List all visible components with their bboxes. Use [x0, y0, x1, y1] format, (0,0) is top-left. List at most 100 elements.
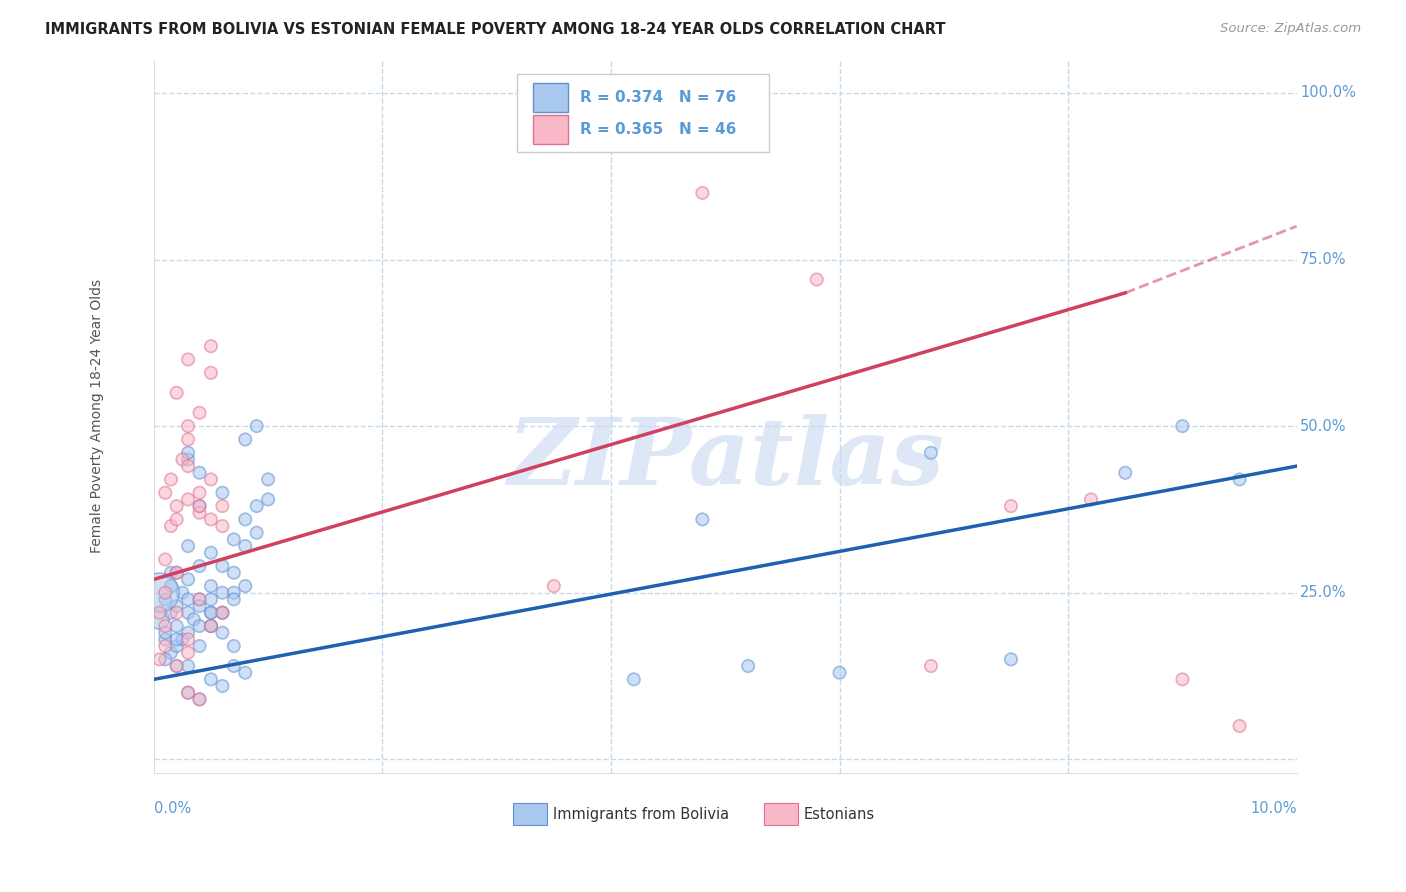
- Point: [200, 366, 222, 380]
- Point: [1171, 673, 1194, 687]
- Point: [155, 652, 177, 666]
- Point: [160, 646, 183, 660]
- Point: [200, 579, 222, 593]
- Point: [188, 692, 211, 706]
- Point: [188, 485, 211, 500]
- Point: [1114, 466, 1136, 480]
- Point: [166, 599, 188, 613]
- Point: [1000, 652, 1022, 666]
- Point: [200, 619, 222, 633]
- Point: [177, 632, 200, 647]
- Point: [222, 585, 245, 599]
- Text: Source: ZipAtlas.com: Source: ZipAtlas.com: [1220, 22, 1361, 36]
- Point: [177, 646, 200, 660]
- Point: [172, 585, 194, 599]
- Point: [148, 606, 170, 620]
- Point: [233, 539, 256, 553]
- Point: [155, 585, 177, 599]
- Point: [222, 639, 245, 653]
- Point: [155, 632, 177, 647]
- Point: [692, 186, 714, 200]
- Text: Immigrants from Bolivia: Immigrants from Bolivia: [553, 806, 728, 822]
- Text: R = 0.374   N = 76: R = 0.374 N = 76: [581, 90, 737, 105]
- Point: [188, 499, 211, 513]
- Point: [200, 606, 222, 620]
- FancyBboxPatch shape: [513, 803, 547, 825]
- Point: [177, 686, 200, 700]
- Point: [1000, 499, 1022, 513]
- Point: [155, 592, 177, 607]
- Point: [160, 579, 183, 593]
- Point: [166, 566, 188, 580]
- Point: [246, 499, 269, 513]
- Point: [1229, 472, 1251, 486]
- Point: [155, 625, 177, 640]
- Point: [177, 625, 200, 640]
- Point: [200, 512, 222, 526]
- FancyBboxPatch shape: [533, 115, 568, 144]
- Text: 75.0%: 75.0%: [1301, 252, 1347, 267]
- Point: [200, 619, 222, 633]
- Point: [166, 499, 188, 513]
- Point: [166, 619, 188, 633]
- Point: [188, 592, 211, 607]
- Point: [233, 512, 256, 526]
- Text: Female Poverty Among 18-24 Year Olds: Female Poverty Among 18-24 Year Olds: [90, 279, 104, 553]
- Point: [211, 519, 233, 533]
- Point: [177, 573, 200, 587]
- Point: [257, 492, 280, 507]
- Point: [183, 612, 205, 626]
- Point: [200, 606, 222, 620]
- Point: [177, 492, 200, 507]
- Point: [200, 673, 222, 687]
- Text: ZIPatlas: ZIPatlas: [506, 414, 943, 504]
- Point: [166, 659, 188, 673]
- Point: [222, 566, 245, 580]
- Point: [177, 606, 200, 620]
- FancyBboxPatch shape: [517, 74, 769, 153]
- Point: [177, 419, 200, 434]
- Point: [188, 599, 211, 613]
- Point: [188, 406, 211, 420]
- Point: [166, 566, 188, 580]
- Point: [177, 592, 200, 607]
- Point: [246, 419, 269, 434]
- Point: [200, 619, 222, 633]
- Point: [233, 579, 256, 593]
- Point: [1080, 492, 1102, 507]
- Point: [211, 559, 233, 574]
- Point: [211, 499, 233, 513]
- Point: [200, 546, 222, 560]
- Point: [623, 673, 645, 687]
- Point: [211, 485, 233, 500]
- Point: [177, 446, 200, 460]
- Text: 10.0%: 10.0%: [1250, 801, 1296, 816]
- Point: [188, 619, 211, 633]
- Point: [188, 506, 211, 520]
- Point: [188, 692, 211, 706]
- Point: [166, 385, 188, 400]
- Point: [177, 452, 200, 467]
- Point: [166, 512, 188, 526]
- Point: [200, 592, 222, 607]
- FancyBboxPatch shape: [533, 83, 568, 112]
- Point: [211, 606, 233, 620]
- Text: Estonians: Estonians: [804, 806, 876, 822]
- Point: [155, 552, 177, 566]
- Point: [177, 659, 200, 673]
- Point: [222, 592, 245, 607]
- Point: [222, 533, 245, 547]
- Point: [148, 612, 170, 626]
- Point: [1171, 419, 1194, 434]
- Text: 100.0%: 100.0%: [1301, 86, 1355, 101]
- Text: R = 0.365   N = 46: R = 0.365 N = 46: [581, 122, 737, 137]
- Point: [1229, 719, 1251, 733]
- Point: [222, 659, 245, 673]
- Point: [233, 433, 256, 447]
- Point: [211, 585, 233, 599]
- Point: [188, 592, 211, 607]
- Text: 25.0%: 25.0%: [1301, 585, 1347, 600]
- Point: [166, 659, 188, 673]
- Text: IMMIGRANTS FROM BOLIVIA VS ESTONIAN FEMALE POVERTY AMONG 18-24 YEAR OLDS CORRELA: IMMIGRANTS FROM BOLIVIA VS ESTONIAN FEMA…: [45, 22, 945, 37]
- Point: [211, 606, 233, 620]
